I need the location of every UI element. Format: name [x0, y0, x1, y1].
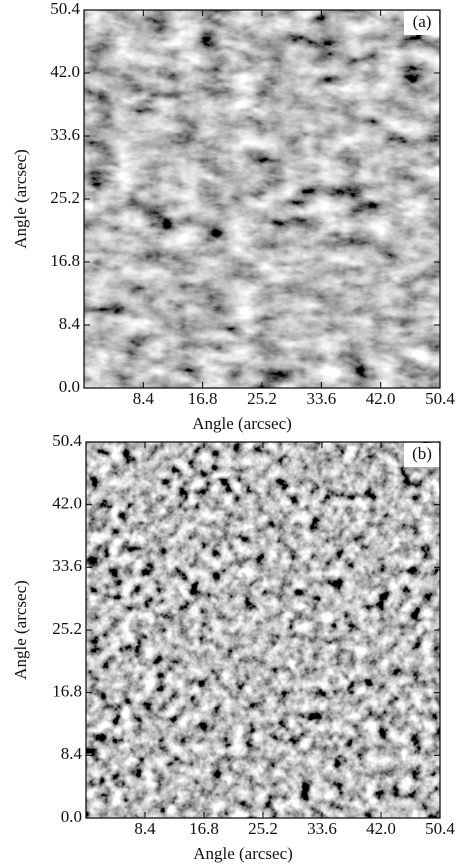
x-tick-label: 25.2 [247, 389, 277, 408]
x-tick-label: 33.6 [307, 819, 337, 838]
y-tick-label: 42.0 [52, 494, 82, 513]
y-tick-label: 50.4 [52, 431, 82, 450]
y-tick-label: 16.8 [50, 251, 80, 270]
x-tick-label: 42.0 [366, 819, 396, 838]
y-tick-label: 50.4 [50, 0, 80, 18]
x-axis-label: Angle (arcsec) [192, 414, 292, 433]
y-tick-label: 42.0 [50, 62, 80, 81]
x-axis-label: Angle (arcsec) [193, 844, 293, 863]
x-tick-label: 25.2 [248, 819, 278, 838]
panel-annotation: (a) [413, 12, 432, 31]
y-tick-label: 8.4 [59, 314, 81, 333]
x-tick-label: 50.4 [425, 819, 455, 838]
y-tick-label: 0.0 [59, 377, 80, 396]
y-tick-label: 16.8 [52, 682, 82, 701]
y-tick-label: 33.6 [50, 125, 80, 144]
x-tick-label: 33.6 [306, 389, 336, 408]
x-tick-label: 8.4 [133, 389, 155, 408]
y-axis-label: Angle (arcsec) [11, 149, 30, 249]
x-tick-label: 8.4 [134, 819, 156, 838]
y-tick-label: 0.0 [61, 807, 82, 826]
panel-annotation: (b) [412, 444, 432, 463]
y-tick-label: 8.4 [61, 744, 83, 763]
y-tick-label: 25.2 [50, 188, 80, 207]
y-tick-label: 33.6 [52, 556, 82, 575]
x-tick-label: 42.0 [366, 389, 396, 408]
x-tick-label: 16.8 [189, 819, 219, 838]
annotation-box [404, 443, 439, 467]
y-axis-label: Angle (arcsec) [11, 580, 30, 680]
annotation-box [404, 11, 439, 35]
x-tick-label: 50.4 [425, 389, 455, 408]
x-tick-label: 16.8 [188, 389, 218, 408]
y-tick-label: 25.2 [52, 619, 82, 638]
image-panel [84, 10, 440, 388]
image-panel [86, 442, 440, 818]
